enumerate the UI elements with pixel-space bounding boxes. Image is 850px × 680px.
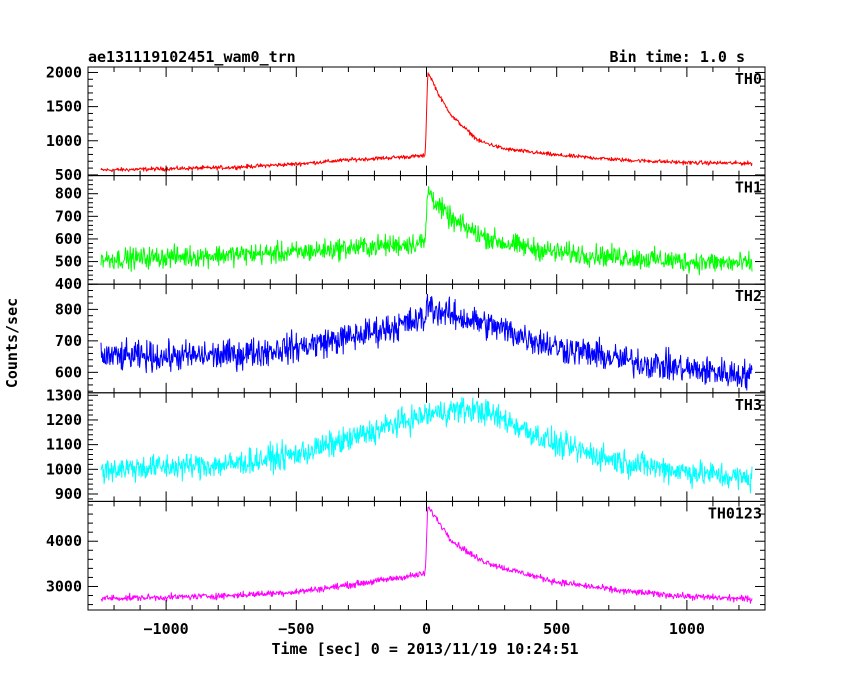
panel-th1: TH1 400 500 600 700 800 xyxy=(55,175,766,293)
y-tick-label: 700 xyxy=(55,332,82,350)
x-tick-label: 500 xyxy=(543,620,570,638)
y-tick-label: 600 xyxy=(55,363,82,381)
y-tick-label: 700 xyxy=(55,207,82,225)
chart-title: ae131119102451_wam0_trn xyxy=(88,48,296,66)
y-tick-label: 800 xyxy=(55,185,82,203)
series-th1 xyxy=(100,186,753,276)
y-tick-label: 500 xyxy=(55,253,82,271)
x-tick-label: 1000 xyxy=(669,620,705,638)
x-tick-label: −1000 xyxy=(144,620,189,638)
y-tick-label: 1100 xyxy=(46,436,82,454)
series-th3 xyxy=(100,396,753,494)
y-tick-label: 400 xyxy=(55,275,82,293)
panel-th2: TH2 600 700 800 xyxy=(55,283,766,394)
panel-label: TH2 xyxy=(735,287,762,305)
y-tick-label: 2000 xyxy=(46,63,82,81)
panel-th0123: TH0123 3000 4000 xyxy=(46,500,766,611)
panel-th3: TH3 900 1000 1100 1200 1300 xyxy=(46,386,766,503)
x-axis-label: Time [sec] 0 = 2013/11/19 10:24:51 xyxy=(271,640,578,658)
y-tick-label: 1000 xyxy=(46,460,82,478)
y-axis-label: Counts/sec xyxy=(3,298,21,388)
x-tick-label: 0 xyxy=(422,620,431,638)
panel-th0: TH0 500 1000 1500 2000 xyxy=(46,63,766,184)
y-tick-label: 4000 xyxy=(46,532,82,550)
series-th0 xyxy=(100,72,753,173)
panels: TH0 500 1000 1500 2000 TH1 400 500 600 700 800 TH2 6… xyxy=(46,63,766,638)
panel-label: TH3 xyxy=(735,396,762,414)
bin-time-label: Bin time: 1.0 s xyxy=(610,48,745,66)
y-tick-label: 900 xyxy=(55,485,82,503)
x-tick-label: −500 xyxy=(278,620,314,638)
y-tick-label: 1000 xyxy=(46,132,82,150)
y-tick-label: 1300 xyxy=(46,386,82,404)
y-tick-label: 1500 xyxy=(46,98,82,116)
panel-label: TH1 xyxy=(735,179,762,197)
y-tick-label: 800 xyxy=(55,300,82,318)
y-tick-label: 600 xyxy=(55,230,82,248)
series-th2 xyxy=(100,293,753,391)
y-tick-label: 500 xyxy=(55,166,82,184)
y-tick-label: 1200 xyxy=(46,411,82,429)
panel-label: TH0123 xyxy=(708,504,762,522)
y-tick-label: 3000 xyxy=(46,577,82,595)
panel-label: TH0 xyxy=(735,70,762,88)
series-th0123 xyxy=(100,506,753,604)
panel-frame xyxy=(87,175,766,285)
